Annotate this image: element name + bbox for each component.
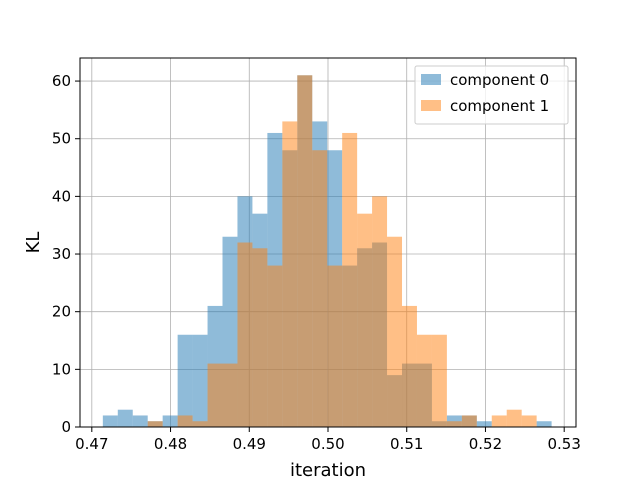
bar-component-0-bin-1 — [117, 409, 133, 427]
bar-component-1-bin-8 — [222, 363, 238, 427]
y-tick-label-1: 10 — [52, 360, 71, 378]
series-component-1 — [147, 75, 537, 427]
bar-component-1-bin-13 — [297, 75, 313, 427]
bar-component-1-bin-28 — [521, 415, 537, 427]
x-tick-label-3: 0.50 — [311, 435, 344, 453]
legend-swatch-component-1 — [421, 100, 441, 111]
axis-ticks: 0.47 0.48 0.49 0.50 0.51 0.52 0.53 0 10 20 30 40 50 6… — [52, 72, 581, 453]
y-tick-label-4: 40 — [52, 187, 71, 205]
bar-component-0-bin-2 — [132, 415, 148, 427]
y-tick-label-0: 0 — [61, 418, 71, 436]
x-tick-label-2: 0.49 — [233, 435, 266, 453]
legend-swatch-component-0 — [421, 74, 441, 85]
bar-component-0-bin-4 — [162, 415, 178, 427]
bar-component-1-bin-24 — [461, 415, 477, 427]
bar-component-1-bin-7 — [207, 363, 223, 427]
legend: component 0 component 1 — [414, 65, 569, 125]
bar-component-0-bin-6 — [192, 334, 208, 427]
bar-component-1-bin-22 — [431, 334, 447, 427]
bar-component-1-bin-23 — [446, 421, 462, 427]
bar-component-1-bin-15 — [327, 265, 343, 427]
bar-component-1-bin-11 — [267, 265, 283, 427]
bar-component-1-bin-3 — [147, 421, 163, 427]
legend-label-component-0: component 0 — [450, 71, 549, 89]
bar-component-1-bin-20 — [402, 305, 417, 427]
bar-component-1-bin-5 — [177, 415, 193, 427]
bar-component-1-bin-12 — [282, 121, 298, 427]
bar-component-1-bin-19 — [387, 236, 403, 427]
bar-component-1-bin-9 — [237, 242, 253, 427]
bar-component-1-bin-16 — [342, 132, 358, 427]
x-tick-label-0: 0.47 — [75, 435, 108, 453]
bar-component-1-bin-14 — [312, 150, 328, 427]
y-tick-label-3: 30 — [52, 245, 71, 263]
y-axis-label: KL — [23, 232, 44, 254]
bar-component-0-bin-29 — [536, 421, 552, 427]
y-tick-label-6: 60 — [52, 72, 71, 90]
x-tick-label-4: 0.51 — [390, 435, 423, 453]
bar-component-1-bin-26 — [491, 415, 507, 427]
x-axis-label: iteration — [290, 460, 366, 480]
bar-component-1-bin-18 — [372, 196, 388, 427]
bar-component-0-bin-25 — [476, 421, 492, 427]
bar-component-0-bin-0 — [102, 415, 118, 427]
bar-component-1-bin-27 — [506, 409, 522, 427]
y-tick-label-5: 50 — [52, 130, 71, 148]
bars — [102, 75, 552, 427]
legend-label-component-1: component 1 — [450, 97, 549, 115]
bar-component-1-bin-10 — [252, 248, 268, 427]
bar-component-0-bin-5 — [177, 334, 193, 427]
x-tick-label-6: 0.53 — [547, 435, 580, 453]
bar-component-1-bin-21 — [416, 334, 432, 427]
bar-component-1-bin-6 — [192, 421, 208, 427]
x-tick-label-5: 0.52 — [469, 435, 502, 453]
x-tick-label-1: 0.48 — [154, 435, 187, 453]
bar-component-1-bin-17 — [357, 213, 373, 427]
y-tick-label-2: 20 — [52, 303, 71, 321]
legend-box — [414, 65, 569, 125]
